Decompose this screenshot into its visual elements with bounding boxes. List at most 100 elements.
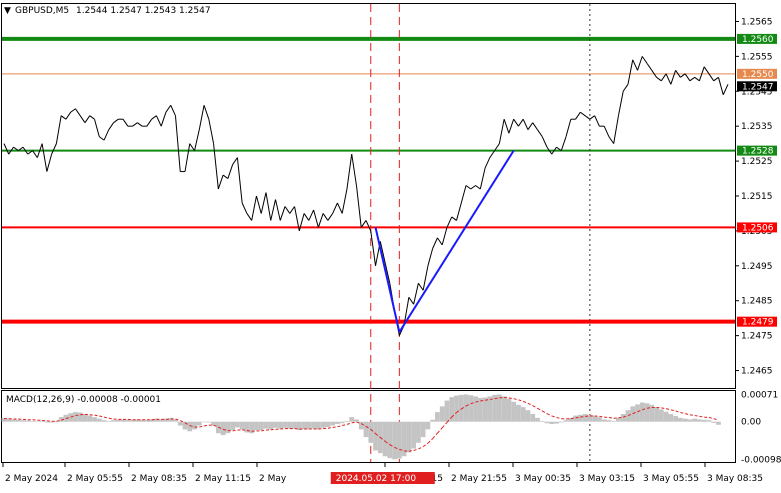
- macd-bar: [21, 420, 26, 422]
- macd-bar: [564, 420, 569, 422]
- price-tick-label: 1.2485: [741, 297, 773, 307]
- macd-bar: [268, 422, 273, 430]
- macd-bar: [626, 410, 631, 422]
- macd-bar: [416, 422, 421, 443]
- macd-bar: [473, 396, 478, 421]
- macd-tick-label: 0.00071: [741, 390, 778, 400]
- macd-bar: [321, 422, 326, 428]
- macd-bar: [25, 421, 30, 422]
- macd-bar: [530, 414, 535, 422]
- price-tick-label: 1.2515: [741, 192, 773, 202]
- macd-bar: [711, 422, 716, 423]
- macd-bar: [87, 416, 92, 422]
- macd-bar: [97, 419, 102, 422]
- time-tick-label: 2 May 11:15: [195, 474, 251, 484]
- macd-bar: [254, 422, 259, 430]
- macd-bar: [702, 420, 707, 422]
- macd-bar: [445, 401, 450, 422]
- price-tick-label: 1.2525: [741, 157, 773, 167]
- macd-bar: [387, 422, 392, 458]
- macd-bar: [354, 419, 359, 421]
- macd-bar: [206, 422, 211, 423]
- macd-bar: [511, 402, 516, 422]
- level-tag-label: 1.2528: [742, 147, 774, 157]
- macd-bar: [673, 416, 678, 422]
- macd-bar: [502, 396, 507, 421]
- macd-bar: [554, 422, 559, 424]
- time-tick-label: 2 May 05:55: [67, 474, 123, 484]
- macd-bar: [607, 420, 612, 422]
- macd-bar: [316, 422, 321, 430]
- time-tick-label: 3 May 03:15: [579, 474, 635, 484]
- price-tick-label: 1.2465: [741, 367, 773, 377]
- current-price-label: 1.2547: [742, 82, 774, 92]
- macd-bar: [597, 417, 602, 422]
- macd-bar: [345, 421, 350, 422]
- macd-bar: [668, 414, 673, 422]
- macd-bar: [487, 396, 492, 421]
- macd-bar: [535, 418, 540, 422]
- macd-bar: [359, 422, 364, 430]
- macd-bar: [340, 422, 345, 424]
- macd-tick-label: 0.00: [741, 418, 761, 428]
- macd-bar: [145, 420, 150, 422]
- level-tag-label: 1.2479: [742, 318, 774, 328]
- macd-bar: [116, 420, 121, 422]
- level-tag-label: 1.2560: [742, 35, 774, 45]
- macd-bar: [421, 422, 426, 437]
- macd-bar: [335, 422, 340, 424]
- macd-bar: [111, 420, 116, 422]
- symbol-label: GBPUSD,M5: [15, 6, 69, 16]
- macd-bar: [240, 422, 245, 430]
- macd-bar: [678, 418, 683, 422]
- macd-bar: [273, 422, 278, 428]
- macd-bar: [611, 421, 616, 422]
- level-tag-label: 1.2506: [742, 223, 774, 233]
- macd-bar: [192, 422, 197, 430]
- macd-bar: [664, 412, 669, 422]
- macd-bar: [235, 422, 240, 428]
- macd-bar: [168, 418, 173, 422]
- macd-title: MACD(12,26,9) -0.00008 -0.00001: [6, 395, 161, 405]
- macd-bar: [259, 422, 264, 430]
- ohlc-values: 1.2544 1.2547 1.2543 1.2547: [76, 6, 211, 16]
- macd-bar: [330, 422, 335, 426]
- macd-bar: [411, 422, 416, 449]
- macd-bar: [545, 422, 550, 424]
- macd-bar: [540, 421, 545, 422]
- macd-bar: [364, 422, 369, 437]
- macd-bar: [573, 416, 578, 422]
- crosshair-time-label: 2024.05.02 17:00: [336, 474, 417, 484]
- macd-bar: [397, 422, 402, 459]
- macd-bar: [306, 422, 311, 430]
- macd-bar: [507, 399, 512, 422]
- macd-bar: [464, 394, 469, 421]
- macd-bar: [30, 421, 35, 422]
- macd-bar: [197, 422, 202, 426]
- macd-bar: [697, 419, 702, 421]
- macd-bar: [516, 405, 521, 422]
- level-tag-label: 1.2550: [742, 70, 774, 80]
- macd-bar: [368, 422, 373, 443]
- chart-menu-arrow-icon[interactable]: ▼: [4, 6, 11, 16]
- macd-bar: [230, 422, 235, 430]
- macd-bar: [659, 409, 664, 421]
- macd-bar: [202, 422, 207, 423]
- macd-bar: [640, 403, 645, 422]
- time-tick-label: 3 May 00:35: [515, 474, 571, 484]
- macd-bar: [283, 422, 288, 428]
- price-tick-label: 1.2555: [741, 52, 773, 62]
- macd-bar: [45, 422, 50, 423]
- macd-bar: [483, 398, 488, 422]
- macd-bar: [278, 422, 283, 429]
- macd-bar: [349, 417, 354, 422]
- macd-bar: [106, 421, 111, 422]
- price-tick-label: 1.2495: [741, 262, 773, 272]
- macd-bar: [616, 418, 621, 422]
- macd-bar: [621, 414, 626, 422]
- macd-bar: [326, 422, 331, 427]
- macd-bar: [92, 417, 97, 422]
- macd-bar: [11, 419, 16, 421]
